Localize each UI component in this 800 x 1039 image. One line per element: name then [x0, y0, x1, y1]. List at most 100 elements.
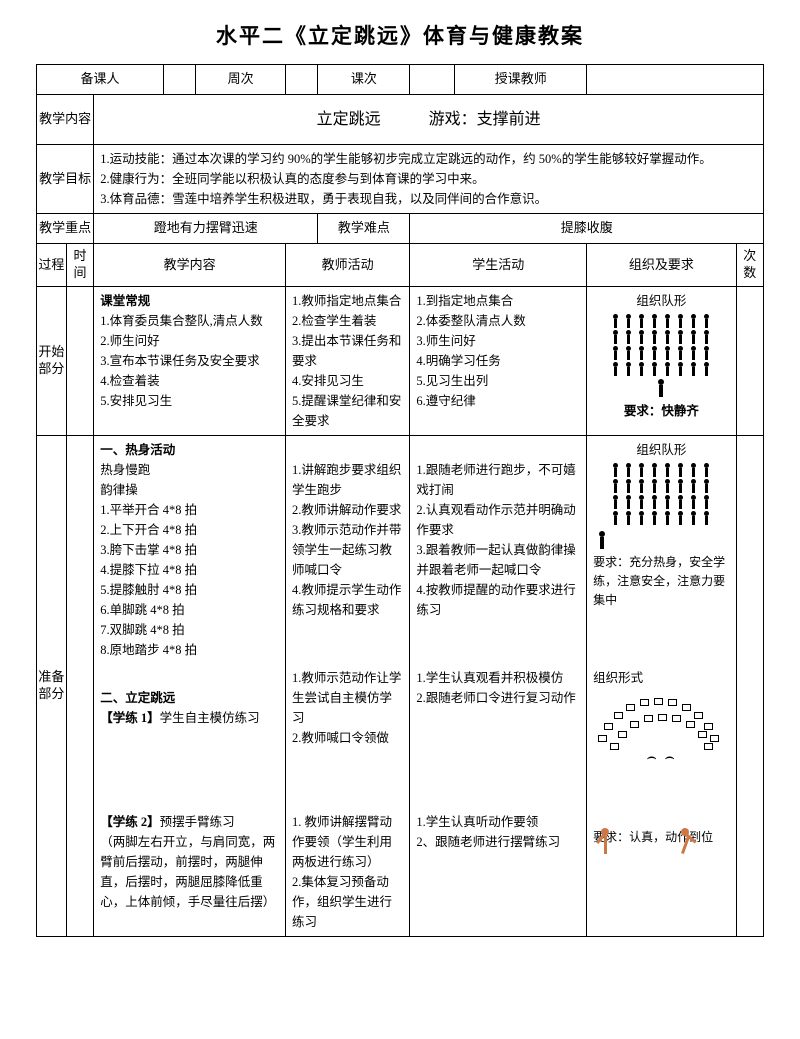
sec2-p1: 【学练 1】学生自主模仿练习 [100, 708, 279, 728]
col-org: 组织及要求 [587, 244, 736, 287]
header-row: 备课人 周次 课次 授课教师 [37, 65, 764, 95]
obj-1: 1.运动技能：通过本次课的学习约 90%的学生能够初步完成立定跳远的动作，约 5… [100, 149, 757, 169]
jump-figures-icon [593, 772, 729, 828]
sec1-t4: 4.安排见习生 [292, 371, 403, 391]
sec1-s6: 6.遵守纪律 [416, 391, 580, 411]
sec2-c7: 5.提膝触肘 4*8 拍 [100, 580, 279, 600]
sec2-t2-1: 1.教师示范动作让学生尝试自主模仿学习 [292, 668, 403, 728]
session-label: 课次 [318, 65, 410, 95]
sec1-c4: 4.检查着装 [100, 371, 279, 391]
teacher-cell [587, 65, 764, 95]
objectives-label: 教学目标 [37, 145, 94, 214]
formation-row-1 [593, 314, 729, 328]
sec2-t3-2: 2.集体复习预备动作，组织学生进行练习 [292, 872, 403, 932]
sec2-teacher-c: 1. 教师讲解摆臂动作要领（学生利用两板进行练习） 2.集体复习预备动作，组织学… [285, 768, 409, 937]
sec2-org-a: 组织队形 要求：充分热身，安全学练，注意安全，注意力要集中 [587, 435, 736, 664]
teacher-label: 授课教师 [455, 65, 587, 95]
section-1-row: 开始部分 课堂常规 1.体育委员集合整队,清点人数 2.师生问好 3.宣布本节课… [37, 286, 764, 435]
sec2-s3-1: 1.学生认真听动作要领 [416, 812, 580, 832]
col-content: 教学内容 [94, 244, 286, 287]
sec2-c4: 2.上下开合 4*8 拍 [100, 520, 279, 540]
sec2-title1: 一、热身活动 [100, 440, 279, 460]
sec2-content-b: 二、立定跳远 【学练 1】学生自主模仿练习 [94, 664, 286, 768]
section-2-row-c: 【学练 2】预摆手臂练习 （两脚左右开立，与肩同宽，两臂前后摆动，前摆时，两腿伸… [37, 768, 764, 937]
sec2-p1-text: 学生自主模仿练习 [160, 711, 260, 725]
formation-row-4 [593, 362, 729, 376]
sec2-teacher-b: 1.教师示范动作让学生尝试自主模仿学习 2.教师喊口令领做 [285, 664, 409, 768]
sec2-count [736, 435, 763, 936]
week-label: 周次 [196, 65, 286, 95]
col-time: 时间 [66, 244, 93, 287]
sec2-label: 准备部分 [37, 435, 67, 936]
week-cell [285, 65, 317, 95]
sec1-teacher: 1.教师指定地点集合 2.检查学生着装 3.提出本节课任务和要求 4.安排见习生… [285, 286, 409, 435]
sec2-org-c: 要求：认真，动作到位 [587, 768, 736, 937]
sec2-t3: 3.教师示范动作并带领学生一起练习教师喊口令 [292, 520, 403, 580]
sec1-s5: 5.见习生出列 [416, 371, 580, 391]
sec2-time [66, 435, 93, 936]
col-count: 次数 [736, 244, 763, 287]
section-2-row: 准备部分 一、热身活动 热身慢跑 韵律操 1.平举开合 4*8 拍 2.上下开合… [37, 435, 764, 664]
sec2-p2-text: （两脚左右开立，与肩同宽，两臂前后摆动，前摆时，两腿伸直，后摆时，两腿屈膝降低重… [100, 832, 279, 912]
sec2-c3: 1.平举开合 4*8 拍 [100, 500, 279, 520]
teacher-icon-2 [597, 531, 607, 549]
sec2-student-b: 1.学生认真观看并积极模仿 2.跟随老师口令进行复习动作 [410, 664, 587, 768]
sec2-t1: 1.讲解跑步要求组织学生跑步 [292, 460, 403, 500]
teacher-icon [656, 379, 666, 397]
focus-row: 教学重点 蹬地有力摆臂迅速 教学难点 提膝收腹 [37, 214, 764, 244]
column-header-row: 过程 时间 教学内容 教师活动 学生活动 组织及要求 次数 [37, 244, 764, 287]
sec2-title2: 二、立定跳远 [100, 688, 279, 708]
sec2-student-c: 1.学生认真听动作要领 2、跟随老师进行摆臂练习 [410, 768, 587, 937]
sec2-c1: 热身慢跑 [100, 460, 279, 480]
obj-3: 3.体育品德：雪莲中培养学生积极进取，勇于表现自我，以及同伴间的合作意识。 [100, 189, 757, 209]
sec2-org-title: 组织队形 [593, 440, 729, 460]
sec2-t2: 2.教师讲解动作要求 [292, 500, 403, 520]
col-process: 过程 [37, 244, 67, 287]
sec2-s4: 4.按教师提醒的动作要求进行练习 [416, 580, 580, 620]
sec1-t5: 5.提醒课堂纪律和安全要求 [292, 391, 403, 431]
obj-2: 2.健康行为：全班同学能以积极认真的态度参与到体育课的学习中来。 [100, 169, 757, 189]
lesson-plan-table: 备课人 周次 课次 授课教师 教学内容 立定跳远 游戏：支撑前进 教学目标 1.… [36, 64, 764, 937]
sec2-c2: 韵律操 [100, 480, 279, 500]
sec1-org: 组织队形 要求：快静齐 [587, 286, 736, 435]
sec1-s2: 2.体委整队清点人数 [416, 311, 580, 331]
keypoint-label: 教学重点 [37, 214, 94, 244]
sec2-student-a: 1.跟随老师进行跑步，不可嬉戏打闹 2.认真观看动作示范并明确动作要求 3.跟着… [410, 435, 587, 664]
sec2-c8: 6.单脚跳 4*8 拍 [100, 600, 279, 620]
sec2-s2-2: 2.跟随老师口令进行复习动作 [416, 688, 580, 708]
sec2-c10: 8.原地踏步 4*8 拍 [100, 640, 279, 660]
sec2-s3-2: 2、跟随老师进行摆臂练习 [416, 832, 580, 852]
sec1-t2: 2.检查学生着装 [292, 311, 403, 331]
sec2-teacher-a: 1.讲解跑步要求组织学生跑步 2.教师讲解动作要求 3.教师示范动作并带领学生一… [285, 435, 409, 664]
sec1-c1: 1.体育委员集合整队,清点人数 [100, 311, 279, 331]
sec2-t3-1: 1. 教师讲解摆臂动作要领（学生利用两板进行练习） [292, 812, 403, 872]
formation-row-3 [593, 346, 729, 360]
content-row: 教学内容 立定跳远 游戏：支撑前进 [37, 94, 764, 145]
sec2-s2: 2.认真观看动作示范并明确动作要求 [416, 500, 580, 540]
preparer-cell [163, 65, 195, 95]
sec2-content-c: 【学练 2】预摆手臂练习 （两脚左右开立，与肩同宽，两臂前后摆动，前摆时，两腿伸… [94, 768, 286, 937]
sec1-s4: 4.明确学习任务 [416, 351, 580, 371]
sec1-c2: 2.师生问好 [100, 331, 279, 351]
sec1-count [736, 286, 763, 435]
sec2-s1: 1.跟随老师进行跑步，不可嬉戏打闹 [416, 460, 580, 500]
objectives-text: 1.运动技能：通过本次课的学习约 90%的学生能够初步完成立定跳远的动作，约 5… [94, 145, 764, 214]
sec1-c3: 3.宣布本节课任务及安全要求 [100, 351, 279, 371]
sec2-org2-title: 组织形式 [593, 668, 729, 688]
sec2-content-a: 一、热身活动 热身慢跑 韵律操 1.平举开合 4*8 拍 2.上下开合 4*8 … [94, 435, 286, 664]
sec2-org3-req: 要求：认真，动作到位 [593, 828, 729, 847]
sec1-content-title: 课堂常规 [100, 291, 279, 311]
sec1-org-title: 组织队形 [593, 291, 729, 311]
sec1-label: 开始部分 [37, 286, 67, 435]
page-title: 水平二《立定跳远》体育与健康教案 [36, 20, 764, 50]
arc-formation-icon: ⌢ ⌢ [596, 691, 726, 761]
content-label: 教学内容 [37, 94, 94, 145]
sec1-student: 1.到指定地点集合 2.体委整队清点人数 3.师生问好 4.明确学习任务 5.见… [410, 286, 587, 435]
keypoint: 蹬地有力摆臂迅速 [94, 214, 318, 244]
sec2-c5: 3.胯下击掌 4*8 拍 [100, 540, 279, 560]
content-text: 立定跳远 游戏：支撑前进 [94, 94, 764, 145]
sec2-s2-1: 1.学生认真观看并积极模仿 [416, 668, 580, 688]
formation-row-2 [593, 330, 729, 344]
col-teacher: 教师活动 [285, 244, 409, 287]
difficulty: 提膝收腹 [410, 214, 764, 244]
